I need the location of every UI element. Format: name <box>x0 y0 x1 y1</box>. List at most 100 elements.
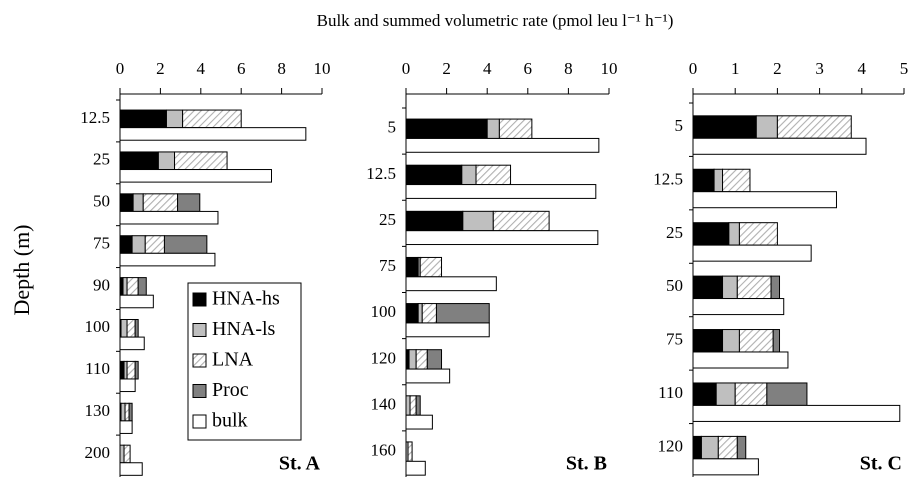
bar-segment <box>405 256 419 278</box>
x-tick-label: 2 <box>156 59 165 78</box>
bar-segment <box>736 435 747 460</box>
y-tick-label: 5 <box>388 118 397 137</box>
bar-segment <box>409 395 417 416</box>
y-tick-label: 12.5 <box>366 164 396 183</box>
y-tick-label: 90 <box>93 275 110 294</box>
bulk-bar <box>692 404 901 422</box>
bar-segment <box>461 164 477 186</box>
bar-segment <box>692 168 715 193</box>
x-tick-label: 4 <box>858 59 867 78</box>
x-tick-label: 4 <box>197 59 206 78</box>
x-tick-label: 1 <box>731 59 740 78</box>
bar-segment <box>700 435 719 460</box>
bar-segment <box>405 118 488 139</box>
bar-segment <box>124 402 130 422</box>
chart-title: Bulk and summed volumetric rate (pmol le… <box>317 11 674 30</box>
bar-segment <box>119 151 159 171</box>
bulk-bar <box>405 460 426 476</box>
y-tick-label: 25 <box>666 223 683 242</box>
bar-segment <box>137 277 147 296</box>
bar-segment <box>177 193 201 212</box>
bar-segment <box>415 395 421 416</box>
bulk-bar <box>119 420 133 434</box>
panel-label: St. A <box>279 453 321 475</box>
x-tick-label: 2 <box>442 59 451 78</box>
bar-segment <box>692 435 702 460</box>
bar-segment <box>736 275 772 300</box>
bar-segment <box>144 235 165 254</box>
legend-label: bulk <box>212 410 248 432</box>
bar-segment <box>126 318 136 338</box>
bar-segment <box>415 349 428 370</box>
y-axis-label: Depth (m) <box>9 224 34 315</box>
bar-segment <box>722 275 738 300</box>
bar-segment <box>126 277 139 296</box>
legend-label: HNA-hs <box>212 288 280 310</box>
bulk-bar <box>119 378 136 393</box>
y-tick-label: 200 <box>85 443 111 462</box>
bar-segment <box>407 441 413 462</box>
bar-segment <box>766 382 808 406</box>
bar-segment <box>408 349 417 370</box>
bulk-bar <box>692 191 837 209</box>
y-tick-label: 140 <box>371 394 397 413</box>
bulk-bar <box>119 210 219 225</box>
bar-segment <box>120 318 128 338</box>
bar-segment <box>717 435 738 460</box>
bar-segment <box>492 210 550 232</box>
legend-box <box>187 282 302 441</box>
bar-segment <box>119 109 167 129</box>
bar-segment <box>421 303 437 324</box>
bulk-bar <box>692 458 759 476</box>
bar-segment <box>157 151 176 171</box>
y-tick-label: 120 <box>658 437 684 456</box>
y-tick-label: 75 <box>93 233 110 252</box>
bar-segment <box>126 360 136 380</box>
y-tick-label: 50 <box>93 192 110 211</box>
bulk-bar <box>405 322 490 338</box>
x-tick-label: 8 <box>564 59 573 78</box>
bar-segment <box>728 222 740 246</box>
panel-label: St. C <box>860 453 902 475</box>
bulk-bar <box>692 137 867 155</box>
y-tick-label: 110 <box>85 359 110 378</box>
legend-swatch <box>192 353 207 368</box>
legend-label: HNA-ls <box>212 318 276 340</box>
bar-segment <box>119 444 125 464</box>
bar-segment <box>722 168 751 193</box>
bar-segment <box>123 444 131 464</box>
y-tick-label: 75 <box>379 256 396 275</box>
bar-segment <box>174 151 228 171</box>
legend-swatch <box>192 414 207 429</box>
y-tick-label: 25 <box>379 210 396 229</box>
y-tick-label: 25 <box>93 150 110 169</box>
bar-segment <box>165 109 184 129</box>
legend-swatch <box>192 384 207 398</box>
x-tick-label: 10 <box>601 59 618 78</box>
y-tick-label: 12.5 <box>80 108 110 127</box>
y-tick-label: 12.5 <box>653 169 683 188</box>
bulk-bar <box>405 276 497 292</box>
bar-segment <box>776 115 852 139</box>
legend-swatch <box>192 323 207 337</box>
y-tick-label: 100 <box>371 302 397 321</box>
legend-swatch <box>192 292 207 307</box>
bar-segment <box>405 164 463 186</box>
bar-segment <box>419 256 443 278</box>
bar-segment <box>182 109 242 129</box>
x-tick-label: 5 <box>900 59 909 78</box>
bar-segment <box>119 193 134 212</box>
y-tick-label: 75 <box>666 330 683 349</box>
bar-segment <box>405 210 464 232</box>
bulk-bar <box>692 244 812 262</box>
bar-segment <box>713 168 724 193</box>
bulk-bar <box>119 462 143 476</box>
y-tick-label: 50 <box>666 276 683 295</box>
bar-segment <box>715 382 736 406</box>
bar-segment <box>128 402 133 422</box>
x-tick-label: 10 <box>314 59 331 78</box>
bar-segment <box>142 193 179 212</box>
x-tick-label: 0 <box>402 59 411 78</box>
